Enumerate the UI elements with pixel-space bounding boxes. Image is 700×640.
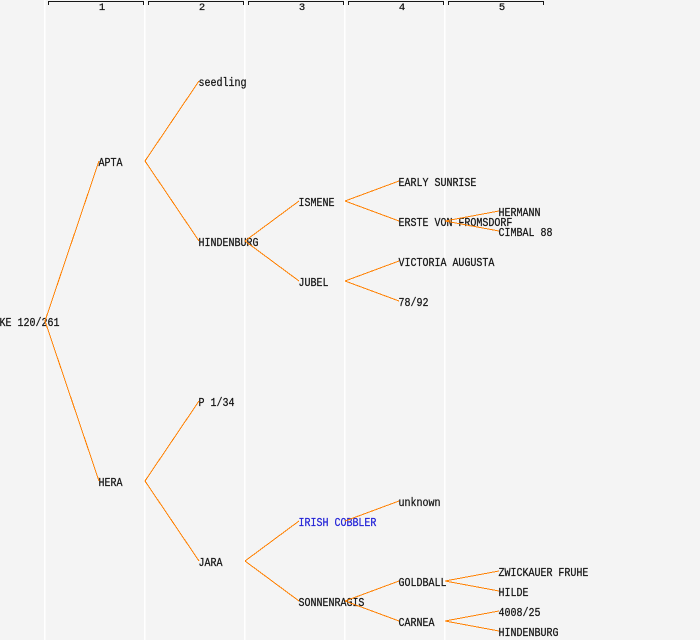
svg-text:JUBEL: JUBEL [299,277,329,290]
svg-text:HILDE: HILDE [499,587,529,600]
svg-text:APTA: APTA [99,157,123,170]
svg-text:HERMANN: HERMANN [499,207,541,220]
svg-text:5: 5 [499,2,505,14]
svg-text:4008/25: 4008/25 [499,607,541,620]
svg-text:ZWICKAUER FRUHE: ZWICKAUER FRUHE [499,567,589,580]
svg-text:ERSTE VON FROMSDORF: ERSTE VON FROMSDORF [399,217,513,230]
svg-text:unknown: unknown [399,497,441,510]
svg-text:EARLY SUNRISE: EARLY SUNRISE [399,177,477,190]
svg-text:HERA: HERA [99,477,123,490]
svg-text:HINDENBURG: HINDENBURG [199,237,259,250]
svg-text:P 1/34: P 1/34 [199,397,235,410]
svg-text:1: 1 [99,2,105,14]
svg-text:CARNEA: CARNEA [399,617,435,630]
svg-text:2: 2 [199,2,205,14]
svg-text:VICTORIA AUGUSTA: VICTORIA AUGUSTA [399,257,495,270]
svg-text:GOLDBALL: GOLDBALL [399,577,447,590]
svg-text:3: 3 [299,2,305,14]
svg-text:78/92: 78/92 [399,297,429,310]
svg-text:seedling: seedling [199,77,247,90]
svg-text:4: 4 [399,2,405,14]
svg-text:SONNENRAGIS: SONNENRAGIS [299,597,365,610]
svg-text:HINDENBURG: HINDENBURG [499,627,559,640]
svg-text:CIMBAL 88: CIMBAL 88 [499,227,553,240]
svg-text:ISMENE: ISMENE [299,197,335,210]
svg-text:KE 120/261: KE 120/261 [0,317,60,330]
svg-text:IRISH COBBLER: IRISH COBBLER [299,517,377,530]
svg-text:JARA: JARA [199,557,223,570]
